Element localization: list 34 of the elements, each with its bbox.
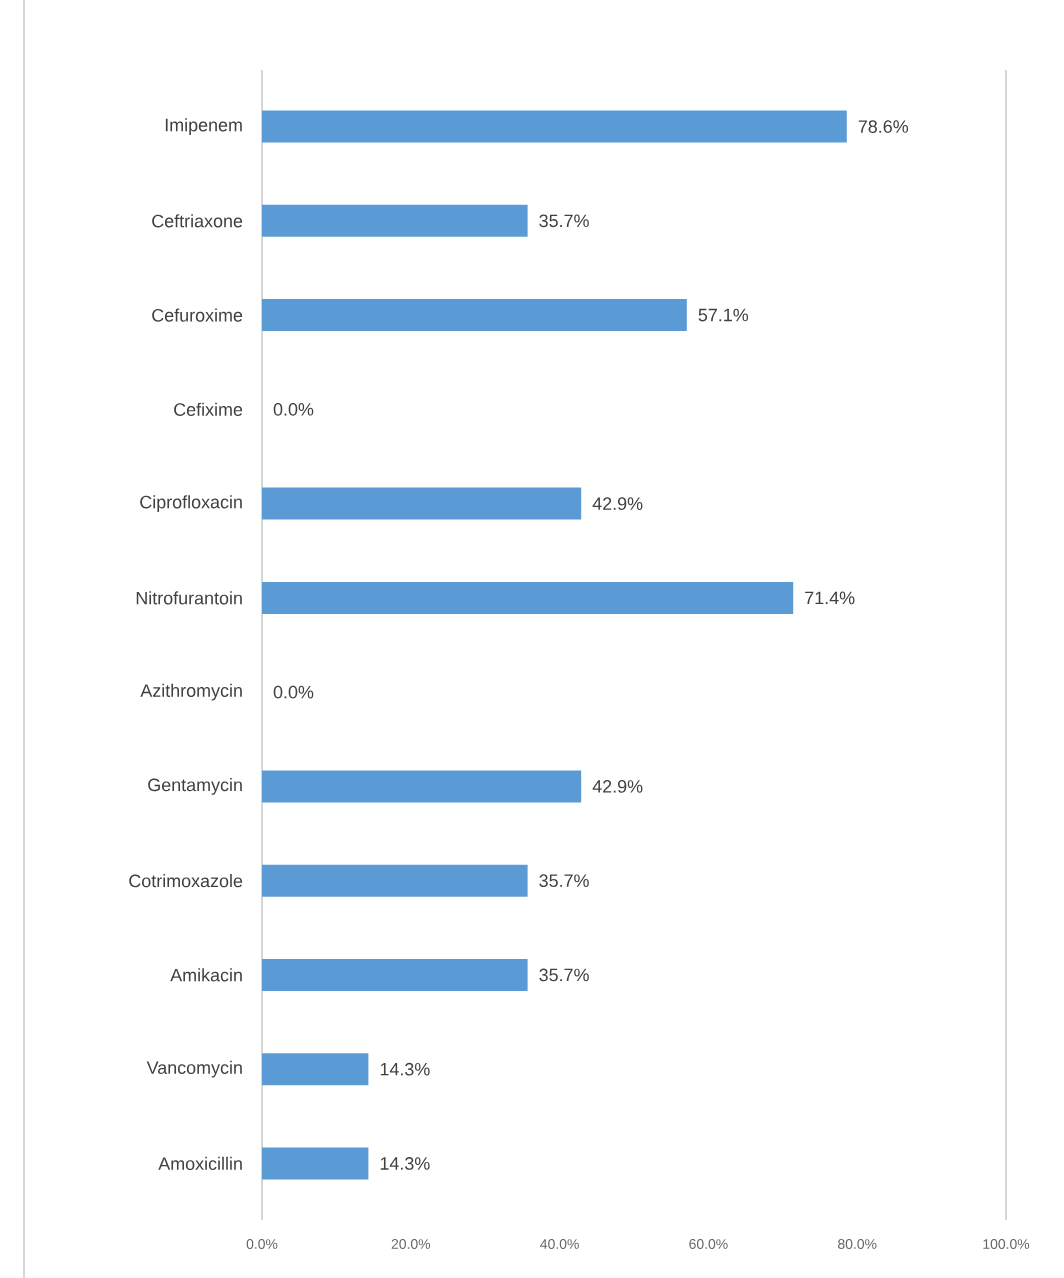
bar bbox=[262, 110, 847, 143]
y-tick-label: Gentamycin bbox=[148, 778, 242, 795]
bar bbox=[262, 581, 794, 614]
y-tick-label: Amikacin bbox=[170, 968, 242, 982]
data-label: 35.7% bbox=[539, 214, 589, 228]
y-tick-label: Ceftriaxone bbox=[152, 214, 243, 228]
y-tick-label: Ciprofloxacin bbox=[140, 495, 242, 512]
y-tick-label: Amoxicillin bbox=[158, 1156, 242, 1171]
data-label: 42.9% bbox=[592, 497, 643, 510]
data-label: 0.0% bbox=[273, 685, 314, 699]
data-label: 71.4% bbox=[805, 591, 855, 605]
y-tick-label: Imipenem bbox=[165, 118, 242, 135]
y-tick-label: Vancomycin bbox=[146, 1060, 242, 1078]
bar bbox=[262, 1053, 369, 1086]
y-tick-label: Cotrimoxazole bbox=[129, 874, 243, 888]
bar bbox=[262, 958, 528, 991]
data-label: 35.7% bbox=[539, 968, 589, 982]
bar bbox=[262, 299, 687, 332]
data-label: 14.3% bbox=[380, 1157, 430, 1170]
y-tick-label: Cefuroxime bbox=[152, 308, 243, 322]
data-label: 0.0% bbox=[273, 402, 314, 416]
bar bbox=[262, 770, 582, 803]
y-tick-label: Cefixime bbox=[174, 402, 243, 416]
data-label: 78.6% bbox=[858, 120, 909, 133]
bar bbox=[262, 487, 582, 520]
bar bbox=[262, 1147, 369, 1180]
y-tick-label: Nitrofurantoin bbox=[136, 591, 242, 605]
data-label: 14.3% bbox=[380, 1062, 430, 1076]
data-label: 35.7% bbox=[539, 874, 589, 888]
data-label: 57.1% bbox=[698, 308, 749, 322]
bar bbox=[262, 864, 528, 897]
bar bbox=[262, 204, 528, 237]
data-label: 42.9% bbox=[592, 780, 643, 793]
y-tick-label: Azithromycin bbox=[140, 683, 242, 701]
